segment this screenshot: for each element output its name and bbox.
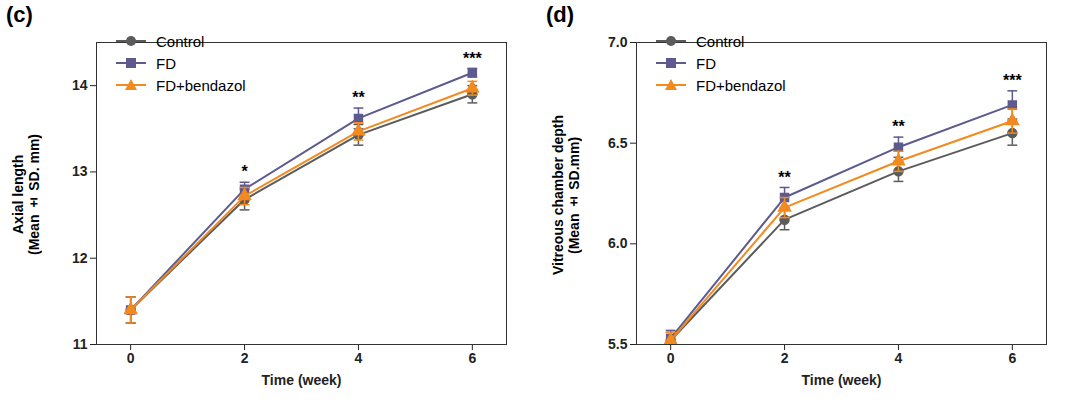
svg-text:***: *** [463, 50, 482, 67]
html-text:Control: Control [156, 32, 205, 50]
svg-text:Time (week): Time (week) [802, 372, 882, 388]
html-text:Axial length: Axial length [10, 155, 26, 235]
html-text:Control: Control [696, 32, 745, 50]
svg-text:2: 2 [241, 350, 249, 366]
html-text:FD+bendazol: FD+bendazol [696, 76, 786, 94]
svg-text:6: 6 [468, 350, 476, 366]
svg-text:***: *** [1003, 72, 1022, 89]
svg-text:0: 0 [667, 350, 675, 366]
html-text:FD: FD [696, 54, 716, 72]
html-text:(c): (c) [6, 2, 33, 27]
svg-text:6.5: 6.5 [608, 135, 628, 151]
svg-text:6.0: 6.0 [608, 235, 628, 251]
svg-text:4: 4 [355, 350, 363, 366]
svg-text:**: ** [352, 89, 365, 106]
svg-text:13: 13 [72, 163, 88, 179]
svg-text:**: ** [892, 118, 905, 135]
svg-text:12: 12 [72, 250, 88, 266]
html-text:Vitreous chamber depth: Vitreous chamber depth [550, 115, 566, 275]
svg-text:14: 14 [72, 77, 88, 93]
svg-text:4: 4 [895, 350, 903, 366]
svg-text:7.0: 7.0 [608, 34, 628, 50]
html-text:(Mean ± SD. mm): (Mean ± SD. mm) [26, 134, 42, 256]
svg-text:**: ** [778, 169, 791, 186]
html-text:FD: FD [156, 54, 176, 72]
svg-text:11: 11 [73, 336, 88, 352]
html-text:(d): (d) [546, 2, 575, 27]
svg-text:*: * [241, 163, 248, 180]
svg-text:Time (week): Time (week) [262, 372, 342, 388]
svg-text:6: 6 [1008, 350, 1016, 366]
html-text:(Mean ± SD.mm): (Mean ± SD.mm) [566, 136, 582, 254]
svg-text:5.5: 5.5 [608, 336, 628, 352]
html-text:FD+bendazol: FD+bendazol [156, 76, 246, 94]
svg-text:2: 2 [781, 350, 789, 366]
svg-text:0: 0 [127, 350, 135, 366]
